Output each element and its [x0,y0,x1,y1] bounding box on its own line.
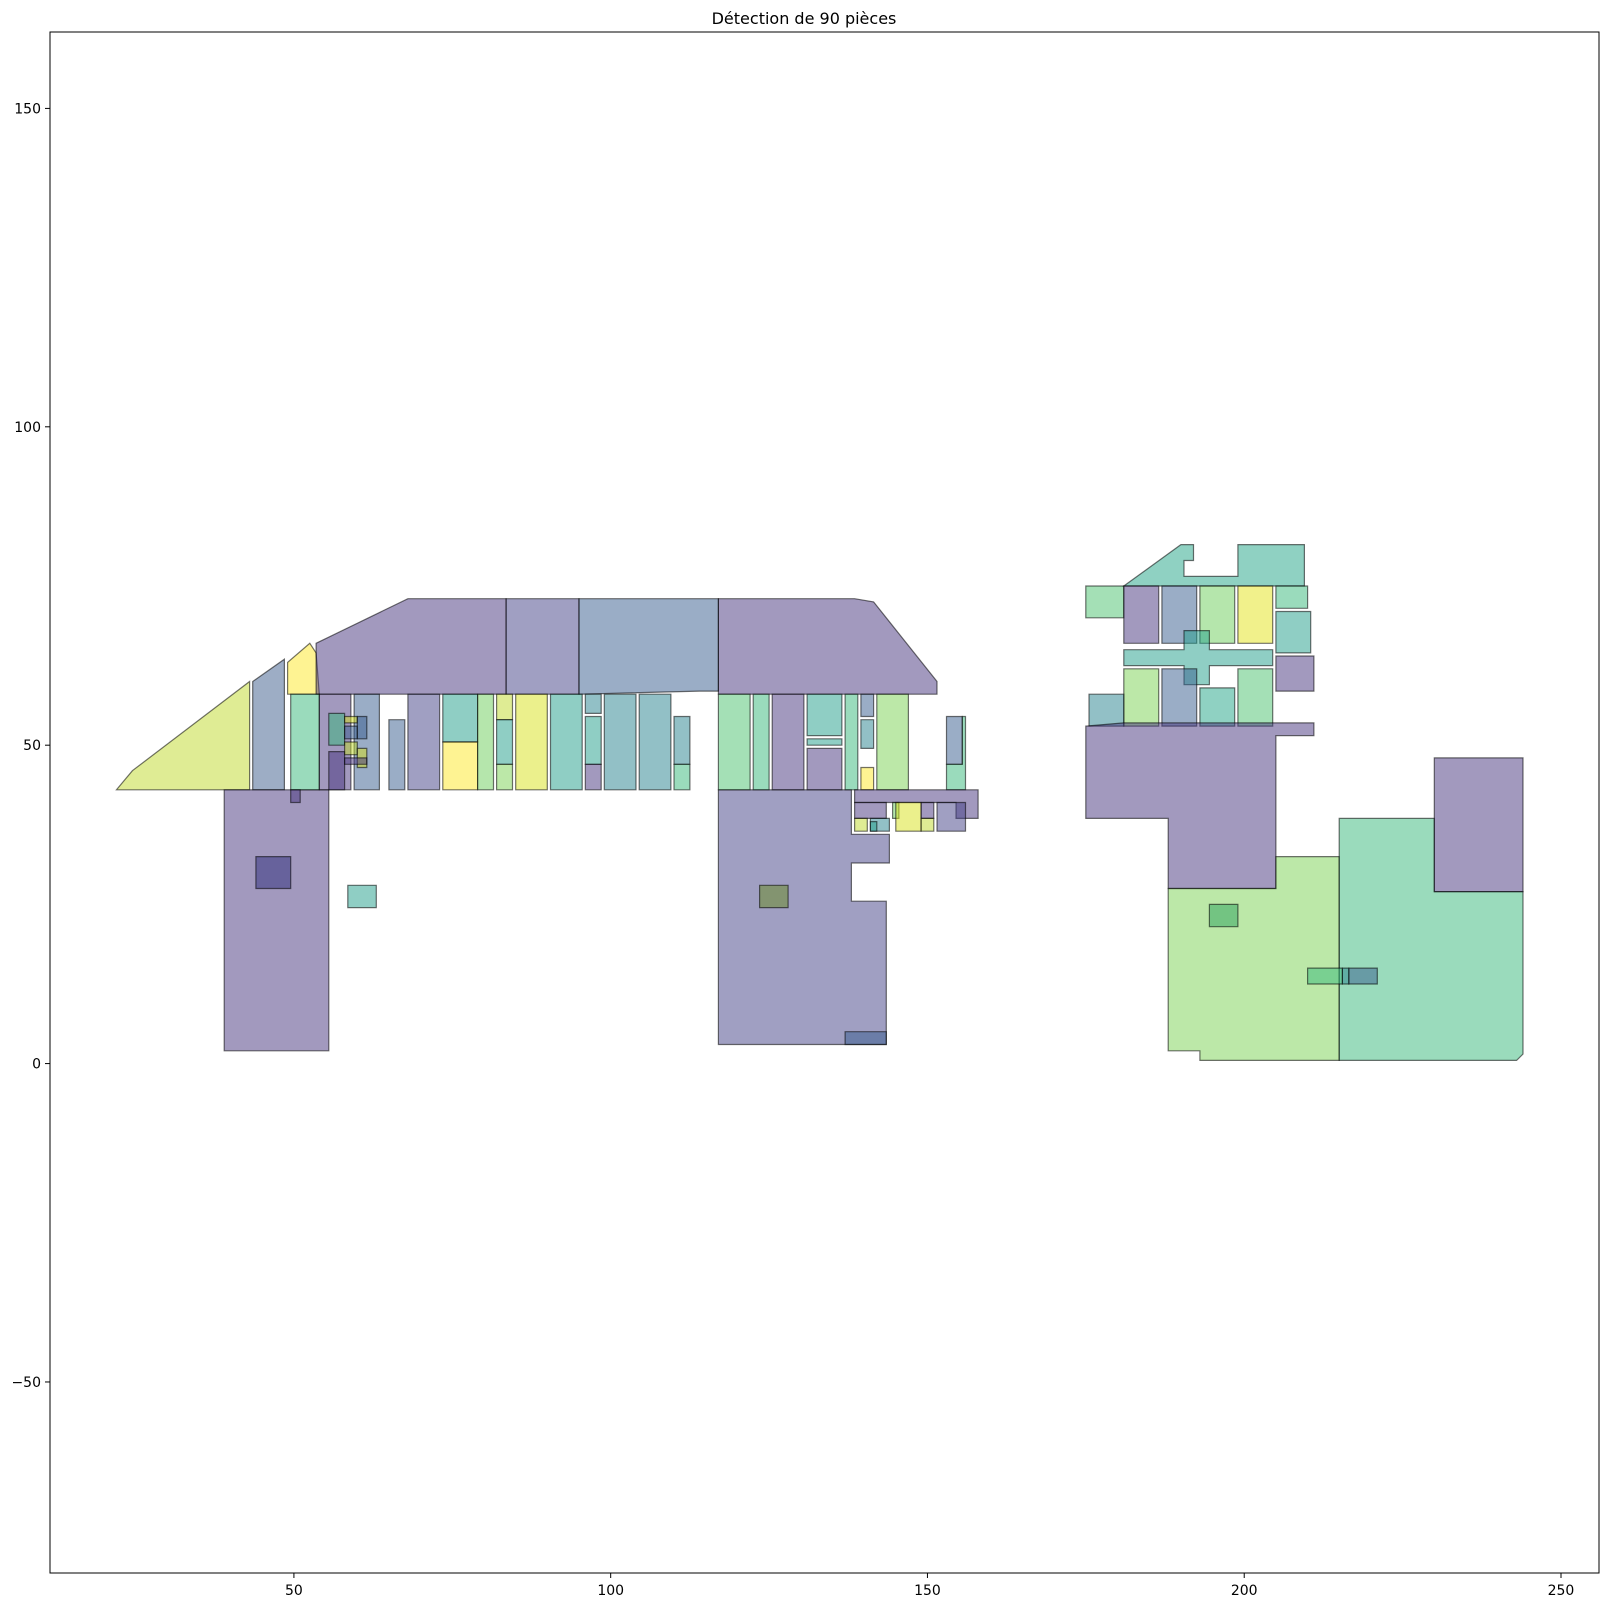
room-polygon [505,598,580,695]
room-polygon [860,693,875,718]
room-polygon [1275,585,1309,609]
room-polygon [1123,585,1160,644]
room-polygon [1161,668,1198,727]
room-polygon [853,817,868,832]
room-polygon [223,789,330,1052]
room-polygon [1199,687,1236,727]
room-polygon [549,693,583,791]
room-polygon [853,801,887,820]
room-polygon [860,719,875,750]
room-polygon [758,884,789,909]
x-tick-label: 200 [1231,1583,1258,1599]
axes-frame [49,31,1600,1574]
room-polygon [920,817,935,832]
y-tick-label: −50 [11,1375,41,1391]
room-polygon [1237,585,1274,644]
room-polygon [442,693,479,743]
room-polygon [515,693,548,791]
room-polygon [717,789,891,1046]
x-tick-label: 150 [914,1583,941,1599]
room-polygon [844,1031,887,1046]
room-polygon [717,693,751,791]
room-polygon [876,693,910,791]
room-polygon [1085,722,1315,890]
room-polygon [578,598,720,695]
room-polygon [255,855,292,890]
room-polygon [347,884,377,909]
room-polygon [752,693,770,791]
room-polygon [638,693,672,791]
room-polygon [388,719,406,791]
room-polygon [328,712,346,746]
room-polygon [584,693,602,715]
room-polygon [290,789,301,804]
room-polygon [869,820,878,832]
room-polygon [771,693,805,791]
room-polygon [344,725,358,740]
room-polygon [344,715,358,724]
room-polygon [115,680,251,791]
room-polygon [344,741,358,756]
room-polygon [496,763,514,791]
rooms-layer [115,543,1524,1062]
room-polygon [806,747,843,791]
room-polygon [945,715,963,765]
chart-title: Détection de 90 pièces [712,9,897,28]
room-polygon [1088,693,1125,727]
room-polygon [252,658,285,791]
room-polygon [1306,967,1344,985]
room-polygon [1237,668,1274,727]
room-polygon [344,757,368,765]
room-polygon [717,598,938,695]
room-polygon [1433,757,1524,893]
room-polygon [356,715,368,740]
room-polygon [584,715,602,765]
x-tick-label: 50 [285,1583,303,1599]
room-polygon [496,719,514,765]
room-polygon [1121,543,1306,587]
room-polygon [477,693,495,791]
room-polygon [1275,610,1312,654]
room-polygon [1085,585,1125,619]
room-polygon [920,801,935,820]
room-polygon [806,738,843,746]
room-polygon [496,693,514,721]
room-polygon [290,693,320,791]
y-tick-label: 0 [32,1057,41,1073]
room-polygon [673,763,691,791]
room-polygon [287,642,320,695]
room-polygon [1199,585,1236,644]
y-tick-label: 150 [14,101,41,117]
room-polygon [895,801,922,832]
room-polygon [315,598,507,695]
room-polygon [442,741,479,791]
room-polygon [844,693,859,791]
x-tick-label: 100 [597,1583,624,1599]
room-polygon [1348,967,1378,985]
room-polygon [806,693,843,737]
room-polygon [673,715,691,765]
room-polygon [603,693,637,791]
room-polygon [407,693,441,791]
room-polygon [328,750,346,791]
room-polygon [860,766,875,791]
room-polygon [1123,668,1160,727]
room-polygon [1208,903,1239,928]
y-axis: −50 0 50 100 150 [11,101,50,1391]
x-axis: 50 100 150 200 250 [285,1573,1574,1599]
room-polygon [1341,967,1350,985]
y-tick-label: 50 [23,738,41,754]
y-tick-label: 100 [14,420,41,436]
room-polygon [1275,655,1315,692]
room-polygon [584,763,602,791]
x-tick-label: 250 [1548,1583,1575,1599]
room-polygon [936,801,967,832]
